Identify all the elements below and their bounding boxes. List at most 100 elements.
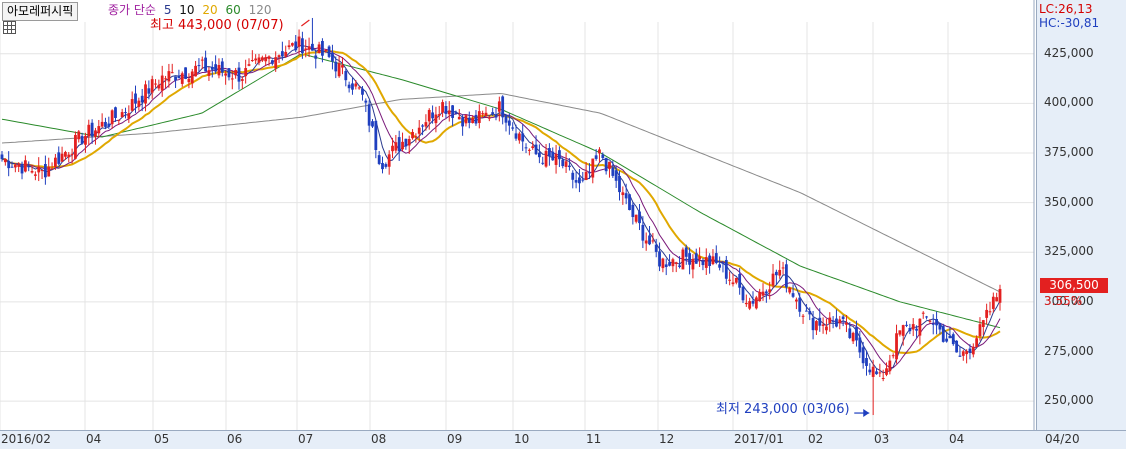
candle <box>641 216 645 249</box>
candle-body <box>778 269 782 276</box>
candle <box>74 131 77 160</box>
candle-body <box>397 137 401 152</box>
grid-settings-icon[interactable] <box>3 21 16 34</box>
candle-body <box>67 154 71 158</box>
candle-body <box>815 321 818 331</box>
y-tick-label: 325,000 <box>1044 244 1094 259</box>
candle <box>100 113 104 128</box>
candle <box>117 119 121 126</box>
candle-body <box>427 109 431 122</box>
candle <box>724 255 728 285</box>
legend-ma10: 10 <box>179 3 195 17</box>
candle-body <box>958 355 962 357</box>
candle-body <box>598 149 601 154</box>
candle-body <box>307 46 311 50</box>
change-percent: 3.55% <box>1044 294 1083 308</box>
candle-body <box>794 299 798 302</box>
candle <box>958 346 962 357</box>
candle-body <box>317 44 321 53</box>
candle <box>708 253 712 274</box>
candle <box>674 261 678 273</box>
candle-body <box>891 355 895 357</box>
candle <box>975 335 979 348</box>
candle <box>865 350 868 376</box>
candle-body <box>925 316 928 318</box>
x-tick-label: 03 <box>874 432 890 446</box>
candle <box>644 232 648 251</box>
candle <box>454 110 458 115</box>
candle <box>751 291 755 307</box>
candle-body <box>87 124 91 137</box>
candle-body <box>751 300 755 304</box>
candle-body <box>280 51 284 57</box>
candle <box>160 65 164 97</box>
candle <box>698 247 701 267</box>
grid-lines <box>0 0 1035 430</box>
candle <box>37 157 41 182</box>
low-annotation: 최저 243,000 (03/06) <box>716 402 850 417</box>
candle <box>17 162 21 173</box>
candle-body <box>641 224 645 241</box>
candle <box>30 164 34 174</box>
candle <box>961 349 965 361</box>
candle-body <box>748 301 752 309</box>
candle <box>704 248 708 275</box>
candle-body <box>774 271 778 276</box>
candle <box>648 225 651 246</box>
candle <box>237 62 241 90</box>
candle <box>264 54 268 67</box>
candle <box>287 40 291 50</box>
candle-body <box>267 56 271 59</box>
candle-body <box>564 161 568 167</box>
candle <box>678 256 681 269</box>
ma120-path <box>1 92 1001 293</box>
candle-body <box>90 122 94 137</box>
candle-body <box>70 153 74 155</box>
candle-body <box>297 36 301 47</box>
candle-body <box>741 286 745 301</box>
candle-body <box>377 155 381 164</box>
candle <box>658 242 661 272</box>
candle-body <box>618 175 621 193</box>
candle-body <box>494 114 498 118</box>
candle-body <box>968 348 972 353</box>
candle-body <box>461 117 465 127</box>
candle <box>57 146 61 166</box>
candle-body <box>277 55 281 58</box>
candle <box>998 284 1002 311</box>
stock-name-tab[interactable]: 아모레퍼시픽 <box>2 2 79 21</box>
candle <box>200 56 204 70</box>
candle-body <box>581 179 585 181</box>
candle <box>821 317 825 334</box>
candle <box>124 107 127 119</box>
candle <box>260 55 264 63</box>
candle <box>434 106 438 133</box>
candle <box>631 202 635 225</box>
candle-body <box>27 166 31 168</box>
candle <box>941 323 945 343</box>
candle <box>33 171 37 181</box>
candle-body <box>601 154 605 159</box>
candle <box>284 45 288 58</box>
candle-body <box>664 264 668 267</box>
candle-body <box>694 253 698 264</box>
candle-body <box>501 96 505 118</box>
candle-body <box>588 172 591 174</box>
candle-body <box>594 155 598 159</box>
candle-body <box>845 322 848 325</box>
candle <box>748 297 752 311</box>
candle <box>294 34 298 53</box>
candle <box>461 114 465 136</box>
candle <box>0 151 4 162</box>
candle-body <box>901 325 905 336</box>
candle-body <box>474 114 478 124</box>
candle-body <box>217 65 221 76</box>
candle <box>361 85 364 101</box>
candle <box>441 99 444 118</box>
candle <box>831 316 835 329</box>
candle-body <box>798 297 802 312</box>
candle <box>825 318 828 335</box>
candle <box>407 135 411 155</box>
candle-body <box>875 371 878 375</box>
